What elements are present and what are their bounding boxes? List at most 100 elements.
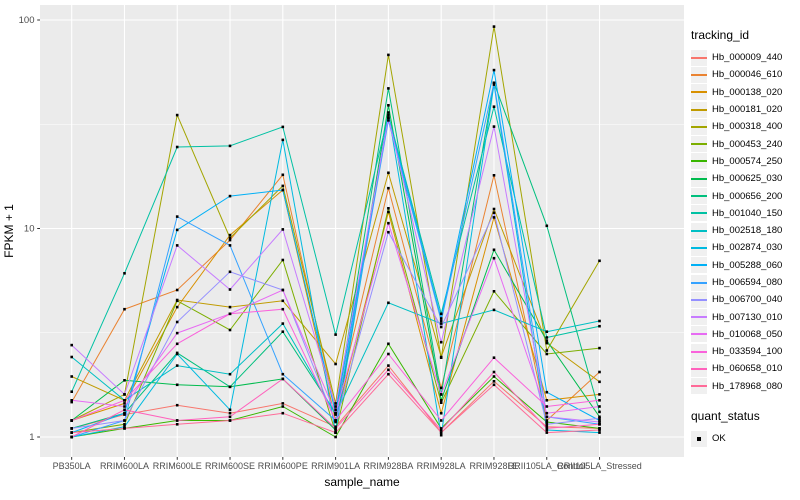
legend-line-swatch-icon [691,143,707,146]
data-point [123,272,126,275]
legend-key-box [691,239,707,256]
data-point [492,370,496,374]
data-point [545,415,549,419]
data-point [439,401,443,404]
data-point [598,428,601,432]
legend-item-label: Hb_000453_240 [712,138,783,150]
data-point [228,270,232,274]
data-point [492,105,496,108]
legend-item-label: Hb_000138_020 [712,86,783,98]
legend-item-Hb_005288_060: Hb_005288_060 [691,257,799,274]
data-point [387,368,390,372]
data-point [175,113,179,117]
data-point [598,324,601,328]
data-point [228,244,232,247]
legend-item-label: Hb_007130_010 [712,311,783,323]
data-point [387,210,390,214]
legend-item-label: Hb_006594_080 [712,277,783,288]
legend-item-Hb_002518_180: Hb_002518_180 [691,222,799,239]
axis-ticks [37,19,601,460]
data-point [70,427,73,430]
data-point [545,336,549,339]
legend-key-box [691,118,707,135]
data-point [334,405,337,408]
data-point [70,435,73,439]
data-point [281,138,285,142]
data-point [545,399,549,402]
data-point [439,393,443,396]
data-point [492,68,496,72]
legend-key-box [691,153,707,170]
legend-line-swatch-icon [691,73,707,76]
x-axis-tick-label: PB350LA [53,461,91,471]
data-point [175,403,179,407]
data-point [281,125,285,129]
legend-key-box [691,222,707,239]
data-point [598,431,601,434]
data-point [387,364,390,367]
y-axis-tick-label: 10 [24,224,35,235]
data-point [387,87,390,90]
legend-item-label: Hb_000009_440 [712,52,783,64]
x-axis-tick-label: RRIM600LE [153,461,202,471]
data-point [281,173,285,177]
data-point [281,258,285,262]
data-point [492,290,496,293]
legend-line-swatch-icon [691,229,707,232]
data-point [334,419,337,422]
data-point [334,411,337,415]
legend-line-swatch-icon [691,264,707,267]
data-point [70,400,73,404]
axis-tick-labels: 1 10 100 PB350LA RRIM600LA RRIM600LE RRIM600SE… [19,15,642,471]
legend-title-tracking-id: tracking_id [691,28,750,42]
legend-item-Hb_002874_030: Hb_002874_030 [691,239,799,256]
legend-item-quant-ok: OK [691,430,799,447]
data-point [545,411,549,415]
legend-item-Hb_000138_020: Hb_000138_020 [691,84,799,101]
legend-item-Hb_000046_610: Hb_000046_610 [691,66,799,83]
legend-line-swatch-icon [691,281,707,284]
data-point [334,402,337,405]
data-point [334,425,337,428]
chart-svg: 1 10 100 PB350LA RRIM600LA RRIM600LE RRIM600SE… [2,5,684,489]
data-point [545,423,549,426]
y-axis-title: FPKM + 1 [2,204,16,258]
data-point [492,248,496,252]
legend-item-Hb_000625_030: Hb_000625_030 [691,170,799,187]
data-point [387,342,390,346]
legend-line-swatch-icon [691,91,707,94]
data-point [439,433,443,437]
data-point [123,413,126,416]
data-point [492,174,496,177]
legend-line-swatch-icon [691,177,707,180]
data-point [492,356,496,359]
data-point [439,317,443,320]
legend-item-label: Hb_000574_250 [712,155,783,167]
data-point [123,419,126,422]
data-point [545,419,549,422]
data-points [70,25,601,439]
legend-item-label: Hb_005288_060 [712,259,783,271]
data-point [175,244,179,247]
data-point [492,256,496,260]
legend-key-box [691,360,707,377]
data-point [439,386,443,390]
legend-item-Hb_000009_440: Hb_000009_440 [691,49,799,66]
data-point [545,427,549,430]
data-point [175,419,179,422]
data-point [598,370,601,374]
x-axis-tick-label: RRII105LA_Stressed [557,461,642,471]
data-point [439,419,443,422]
data-point [123,425,126,428]
data-point [598,427,601,430]
data-point [334,427,337,430]
legend-item-Hb_000574_250: Hb_000574_250 [691,153,799,170]
data-point [281,188,285,192]
legend-item-Hb_000318_400: Hb_000318_400 [691,118,799,135]
data-point [598,423,601,426]
data-point [70,375,73,378]
data-point [439,356,443,359]
data-point [492,380,496,383]
data-point [175,364,179,367]
data-point [598,415,601,419]
